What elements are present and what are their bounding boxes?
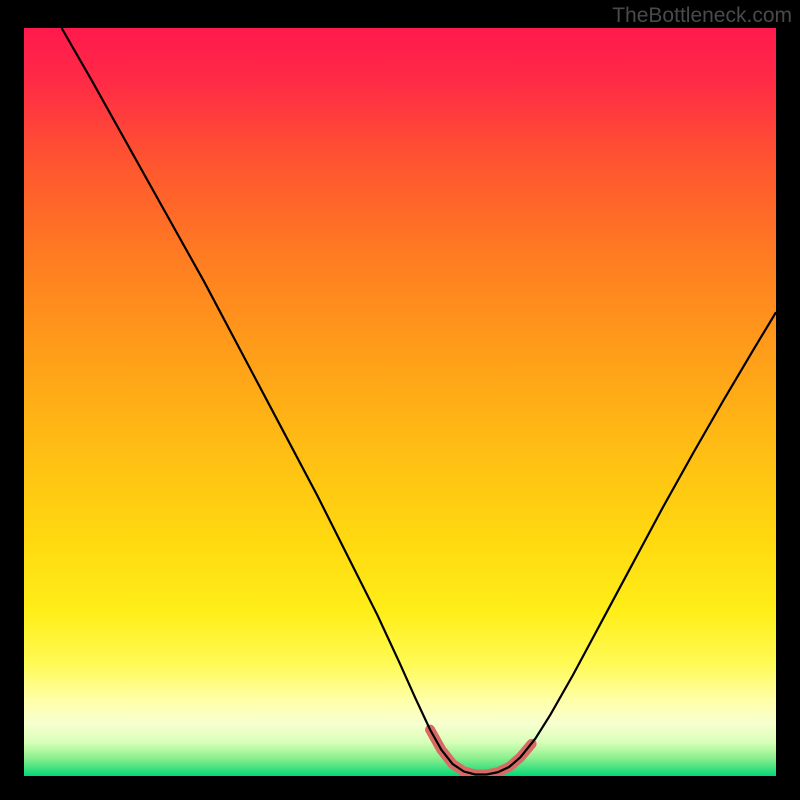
plot-area <box>24 28 776 776</box>
chart-container: TheBottleneck.com <box>0 0 800 800</box>
bottleneck-highlight-segment <box>430 730 532 775</box>
watermark-label: TheBottleneck.com <box>612 4 792 28</box>
chart-curve-layer <box>24 28 776 776</box>
bottleneck-curve <box>62 28 776 775</box>
